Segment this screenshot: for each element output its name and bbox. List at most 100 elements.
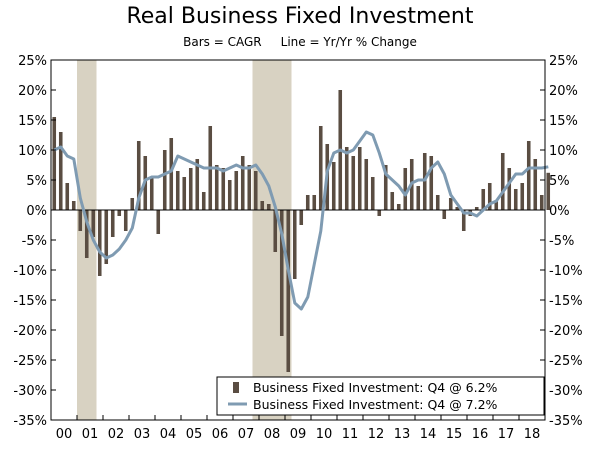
x-axis: 00 01 02 03 04 05 06 07 08 09 10 11 12 13 14 15 16 17 18 bbox=[56, 415, 541, 442]
bar bbox=[201, 192, 206, 210]
recession-shading-layer bbox=[77, 60, 292, 420]
bar bbox=[260, 201, 265, 210]
bar bbox=[442, 210, 447, 219]
bar bbox=[507, 168, 512, 210]
x-tick-label: 18 bbox=[524, 427, 541, 442]
y-tick-label-right: -25% bbox=[549, 354, 583, 369]
bar bbox=[435, 195, 440, 210]
bar bbox=[448, 198, 453, 210]
bar bbox=[162, 150, 167, 210]
bar bbox=[58, 132, 63, 210]
x-tick-label: 01 bbox=[82, 427, 99, 442]
y-tick-label-right: -35% bbox=[549, 414, 583, 429]
x-tick-label: 13 bbox=[394, 427, 411, 442]
x-tick-label: 00 bbox=[56, 427, 73, 442]
x-tick-label: 08 bbox=[264, 427, 281, 442]
bar bbox=[136, 141, 141, 210]
bar bbox=[487, 183, 492, 210]
y-tick-label-right: 25% bbox=[549, 54, 578, 69]
bar bbox=[539, 195, 544, 210]
bar bbox=[123, 210, 128, 231]
bar bbox=[383, 165, 388, 210]
y-tick-label-left: -15% bbox=[13, 294, 47, 309]
y-tick-label-right: 20% bbox=[549, 84, 578, 99]
x-tick-label: 10 bbox=[316, 427, 333, 442]
y-tick-label-left: -30% bbox=[13, 384, 47, 399]
y-tick-label-left: 15% bbox=[18, 114, 47, 129]
x-tick-label: 07 bbox=[238, 427, 255, 442]
y-tick-label-right: 15% bbox=[549, 114, 578, 129]
bar bbox=[455, 207, 460, 210]
y-tick-label-right: -30% bbox=[549, 384, 583, 399]
bar bbox=[52, 117, 57, 210]
x-tick-label: 06 bbox=[212, 427, 229, 442]
y-tick-label-left: 25% bbox=[18, 54, 47, 69]
y-tick-label-left: 10% bbox=[18, 144, 47, 159]
x-tick-label: 04 bbox=[160, 427, 177, 442]
y-tick-label-left: 20% bbox=[18, 84, 47, 99]
bar bbox=[247, 165, 252, 210]
bar bbox=[318, 126, 323, 210]
bar bbox=[273, 210, 278, 252]
y-tick-label-left: -10% bbox=[13, 264, 47, 279]
bar bbox=[188, 168, 193, 210]
series-line bbox=[53, 130, 549, 311]
x-tick-label: 12 bbox=[368, 427, 385, 442]
chart-subtitle: Bars = CAGR Line = Yr/Yr % Change bbox=[183, 35, 417, 49]
bar bbox=[240, 156, 245, 210]
bar-series bbox=[52, 90, 551, 372]
y-tick-label-right: -5% bbox=[549, 234, 574, 249]
legend: Business Fixed Investment: Q4 @ 6.2% Bus… bbox=[216, 376, 545, 416]
x-tick-label: 02 bbox=[108, 427, 125, 442]
legend-label-line: Business Fixed Investment: Q4 @ 7.2% bbox=[253, 397, 498, 412]
chart-title: Real Business Fixed Investment bbox=[126, 4, 474, 29]
bar bbox=[377, 210, 382, 216]
bar bbox=[403, 168, 408, 210]
legend-label-bars: Business Fixed Investment: Q4 @ 6.2% bbox=[253, 380, 498, 395]
bar bbox=[130, 198, 135, 210]
bar bbox=[65, 183, 70, 210]
bar bbox=[78, 210, 83, 231]
bar bbox=[266, 204, 271, 210]
bar bbox=[221, 168, 226, 210]
bar bbox=[474, 207, 479, 210]
bar bbox=[357, 147, 362, 210]
y-axis-left: 25% 20% 15% 10% 5% 0% -5% -10% -15% -20% -25% -30% -… bbox=[13, 54, 56, 429]
y-tick-label-right: 10% bbox=[549, 144, 578, 159]
y-tick-label-left: 5% bbox=[26, 174, 47, 189]
bar bbox=[71, 201, 76, 210]
y-tick-label-left: -5% bbox=[22, 234, 47, 249]
x-tick-label: 03 bbox=[134, 427, 151, 442]
bar bbox=[344, 147, 349, 210]
bar bbox=[396, 204, 401, 210]
bar bbox=[331, 162, 336, 210]
y-axis-right: 25% 20% 15% 10% 5% 0% -5% -10% -15% -20% -25% -30% -… bbox=[540, 54, 583, 429]
y-tick-label-right: 5% bbox=[549, 174, 570, 189]
bar bbox=[149, 177, 154, 210]
bar bbox=[110, 210, 115, 237]
y-tick-label-right: -10% bbox=[549, 264, 583, 279]
bar bbox=[91, 210, 96, 237]
bar bbox=[351, 156, 356, 210]
bar bbox=[279, 210, 284, 336]
legend-bar-swatch bbox=[233, 382, 239, 393]
y-tick-label-left: -35% bbox=[13, 414, 47, 429]
bar bbox=[104, 210, 109, 264]
bar bbox=[227, 180, 232, 210]
bar bbox=[461, 210, 466, 231]
y-tick-label-left: -20% bbox=[13, 324, 47, 339]
bar bbox=[169, 138, 174, 210]
x-tick-label: 09 bbox=[290, 427, 307, 442]
bar bbox=[416, 186, 421, 210]
bar bbox=[175, 171, 180, 210]
recession-band bbox=[252, 60, 292, 420]
bar bbox=[156, 210, 161, 234]
bar bbox=[292, 210, 297, 279]
bar bbox=[494, 201, 499, 210]
y-tick-label-right: -20% bbox=[549, 324, 583, 339]
x-tick-label: 16 bbox=[472, 427, 489, 442]
y-tick-label-left: -25% bbox=[13, 354, 47, 369]
bar bbox=[513, 189, 518, 210]
